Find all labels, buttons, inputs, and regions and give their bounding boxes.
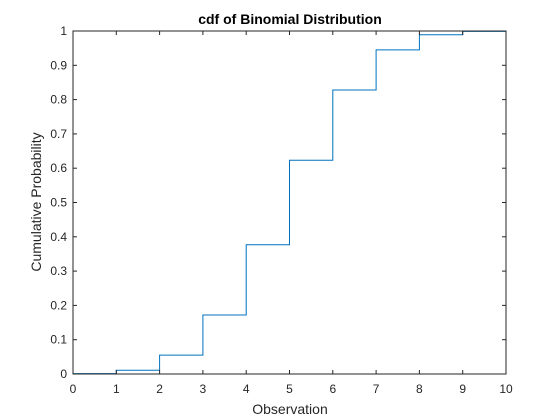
- y-tick-label: 0.2: [50, 298, 67, 312]
- y-tick-label: 0.8: [50, 93, 67, 107]
- chart-title: cdf of Binomial Distribution: [198, 11, 382, 27]
- x-tick-label: 1: [113, 382, 120, 396]
- y-tick-label: 0.7: [50, 127, 67, 141]
- y-tick-label: 0.9: [50, 58, 67, 72]
- x-tick-label: 0: [70, 382, 77, 396]
- series-0-stairs-line: [73, 30, 507, 375]
- x-axis-label: Observation: [252, 401, 327, 417]
- y-tick-label: 0.1: [50, 333, 67, 347]
- y-tick-label: 1: [60, 24, 67, 38]
- x-tick-label: 8: [416, 382, 423, 396]
- axes: 0 1 2 3 4 5 6 7 8 9 10 0 0.1 0.2 0.3 0.4 0.5 0.6 0.7 0.8 0.9…: [50, 24, 513, 396]
- x-tick-label: 5: [286, 382, 293, 396]
- x-tick-label: 9: [459, 382, 466, 396]
- y-tick-label: 0.3: [50, 264, 67, 278]
- y-tick-label: 0: [60, 367, 67, 381]
- x-tick-label: 4: [243, 382, 250, 396]
- x-tick-label: 6: [329, 382, 336, 396]
- y-tick-label: 0.5: [50, 196, 67, 210]
- x-tick-label: 2: [156, 382, 163, 396]
- x-tick-label: 7: [373, 382, 380, 396]
- y-axis-label: Cumulative Probability: [28, 132, 44, 271]
- y-tick-label: 0.4: [50, 230, 67, 244]
- x-tick-label: 10: [499, 382, 513, 396]
- y-tick-label: 0.6: [50, 161, 67, 175]
- x-tick-label: 3: [200, 382, 207, 396]
- data-marks: [73, 30, 507, 375]
